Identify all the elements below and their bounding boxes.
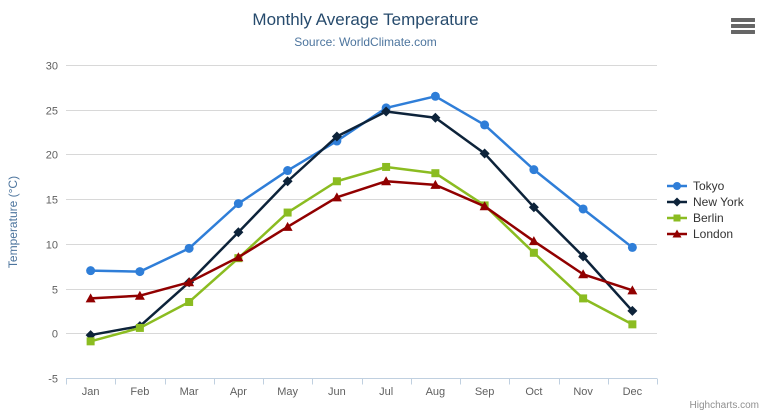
x-axis-tick-label: Nov: [573, 386, 593, 398]
x-axis-tick-label: Mar: [180, 386, 199, 398]
data-point-marker[interactable]: [282, 176, 293, 187]
data-point-marker[interactable]: [86, 337, 95, 346]
data-point-marker[interactable]: [233, 252, 244, 262]
data-point-marker[interactable]: [528, 236, 539, 246]
data-point-marker[interactable]: [331, 192, 342, 202]
x-axis-tick-label: Jul: [379, 386, 393, 398]
data-point-marker[interactable]: [381, 106, 392, 117]
x-axis-tick-label: Oct: [525, 386, 542, 398]
data-point-marker[interactable]: [430, 179, 441, 189]
data-point-marker[interactable]: [479, 148, 490, 159]
square-marker-icon: [667, 214, 687, 222]
legend: Tokyo New York Berlin London: [666, 178, 744, 242]
x-axis-tick-label: May: [277, 386, 298, 398]
diamond-marker-icon: [667, 197, 687, 207]
series-new-york: [85, 106, 638, 341]
series-line[interactable]: [89, 180, 634, 300]
chart-title: Monthly Average Temperature: [252, 10, 479, 29]
x-axis-tick-label: Dec: [623, 386, 643, 398]
series-tokyo: [86, 91, 637, 277]
data-point-marker[interactable]: [381, 176, 392, 186]
data-point-marker[interactable]: [627, 305, 638, 316]
hamburger-menu-icon: [731, 18, 755, 22]
data-point-marker[interactable]: [672, 229, 682, 238]
data-point-marker[interactable]: [430, 91, 440, 101]
data-point-marker[interactable]: [673, 214, 681, 222]
data-point-marker[interactable]: [85, 293, 96, 303]
circle-marker-icon: [667, 182, 687, 190]
data-point-marker[interactable]: [430, 112, 441, 123]
legend-label: Berlin: [693, 211, 724, 225]
legend-item-tokyo[interactable]: Tokyo: [666, 178, 744, 194]
y-axis-tick-label: -5: [48, 374, 58, 386]
data-point-marker[interactable]: [578, 204, 588, 214]
data-point-marker[interactable]: [332, 177, 341, 186]
legend-item-new-york[interactable]: New York: [666, 194, 744, 210]
export-menu-button[interactable]: [730, 16, 756, 36]
data-point-marker[interactable]: [529, 248, 538, 257]
data-point-marker[interactable]: [86, 266, 96, 276]
data-point-marker[interactable]: [479, 201, 490, 211]
series-line[interactable]: [89, 165, 634, 343]
data-point-marker[interactable]: [283, 166, 293, 176]
y-axis-tick-label: 0: [52, 329, 58, 341]
legend-item-london[interactable]: London: [666, 226, 744, 242]
x-axis-tick-label: Aug: [426, 386, 446, 398]
triangle-marker-icon: [667, 229, 687, 238]
series-london: [85, 176, 638, 303]
data-point-marker[interactable]: [627, 242, 637, 252]
y-axis-tick-label: 10: [46, 240, 58, 252]
y-axis-tick-label: 20: [46, 150, 58, 162]
data-point-marker[interactable]: [135, 323, 144, 332]
y-axis-tick-label: 15: [46, 195, 58, 207]
data-point-marker[interactable]: [382, 162, 391, 171]
data-point-marker[interactable]: [672, 197, 682, 207]
data-point-marker[interactable]: [184, 243, 194, 253]
data-point-marker[interactable]: [529, 165, 539, 175]
data-point-marker[interactable]: [431, 169, 440, 178]
data-point-marker[interactable]: [627, 285, 638, 295]
y-axis-tick-label: 30: [46, 61, 58, 73]
data-point-marker[interactable]: [233, 227, 244, 238]
hamburger-menu-icon: [731, 30, 755, 34]
data-point-marker[interactable]: [579, 294, 588, 303]
series-line[interactable]: [89, 110, 634, 337]
data-point-marker[interactable]: [282, 221, 293, 231]
data-point-marker[interactable]: [184, 277, 195, 287]
credits-link[interactable]: Highcharts.com: [689, 400, 759, 411]
hamburger-menu-icon: [731, 24, 755, 28]
legend-label: Tokyo: [693, 179, 725, 193]
data-point-marker[interactable]: [628, 320, 637, 329]
legend-item-berlin[interactable]: Berlin: [666, 210, 744, 226]
chart-subtitle: Source: WorldClimate.com: [294, 35, 437, 49]
x-axis-tick-label: Jan: [82, 386, 100, 398]
data-point-marker[interactable]: [233, 199, 243, 209]
data-point-marker[interactable]: [185, 297, 194, 306]
data-point-marker[interactable]: [578, 269, 589, 279]
data-point-marker[interactable]: [673, 182, 681, 190]
data-point-marker[interactable]: [134, 290, 145, 300]
data-point-marker[interactable]: [578, 251, 589, 262]
x-axis-tick-label: Sep: [475, 386, 495, 398]
data-point-marker[interactable]: [528, 202, 539, 213]
x-axis-tick-label: Jun: [328, 386, 346, 398]
data-point-marker[interactable]: [480, 120, 490, 130]
y-axis-tick-label: 5: [52, 285, 58, 297]
series-line[interactable]: [89, 95, 634, 273]
data-point-marker[interactable]: [283, 208, 292, 217]
x-axis-tick-label: Feb: [130, 386, 149, 398]
legend-label: London: [693, 227, 734, 241]
x-axis-tick-label: Apr: [230, 386, 247, 398]
data-point-marker[interactable]: [331, 131, 342, 142]
data-point-marker[interactable]: [135, 267, 145, 277]
y-axis-tick-label: 25: [46, 106, 58, 118]
legend-label: New York: [693, 195, 744, 209]
